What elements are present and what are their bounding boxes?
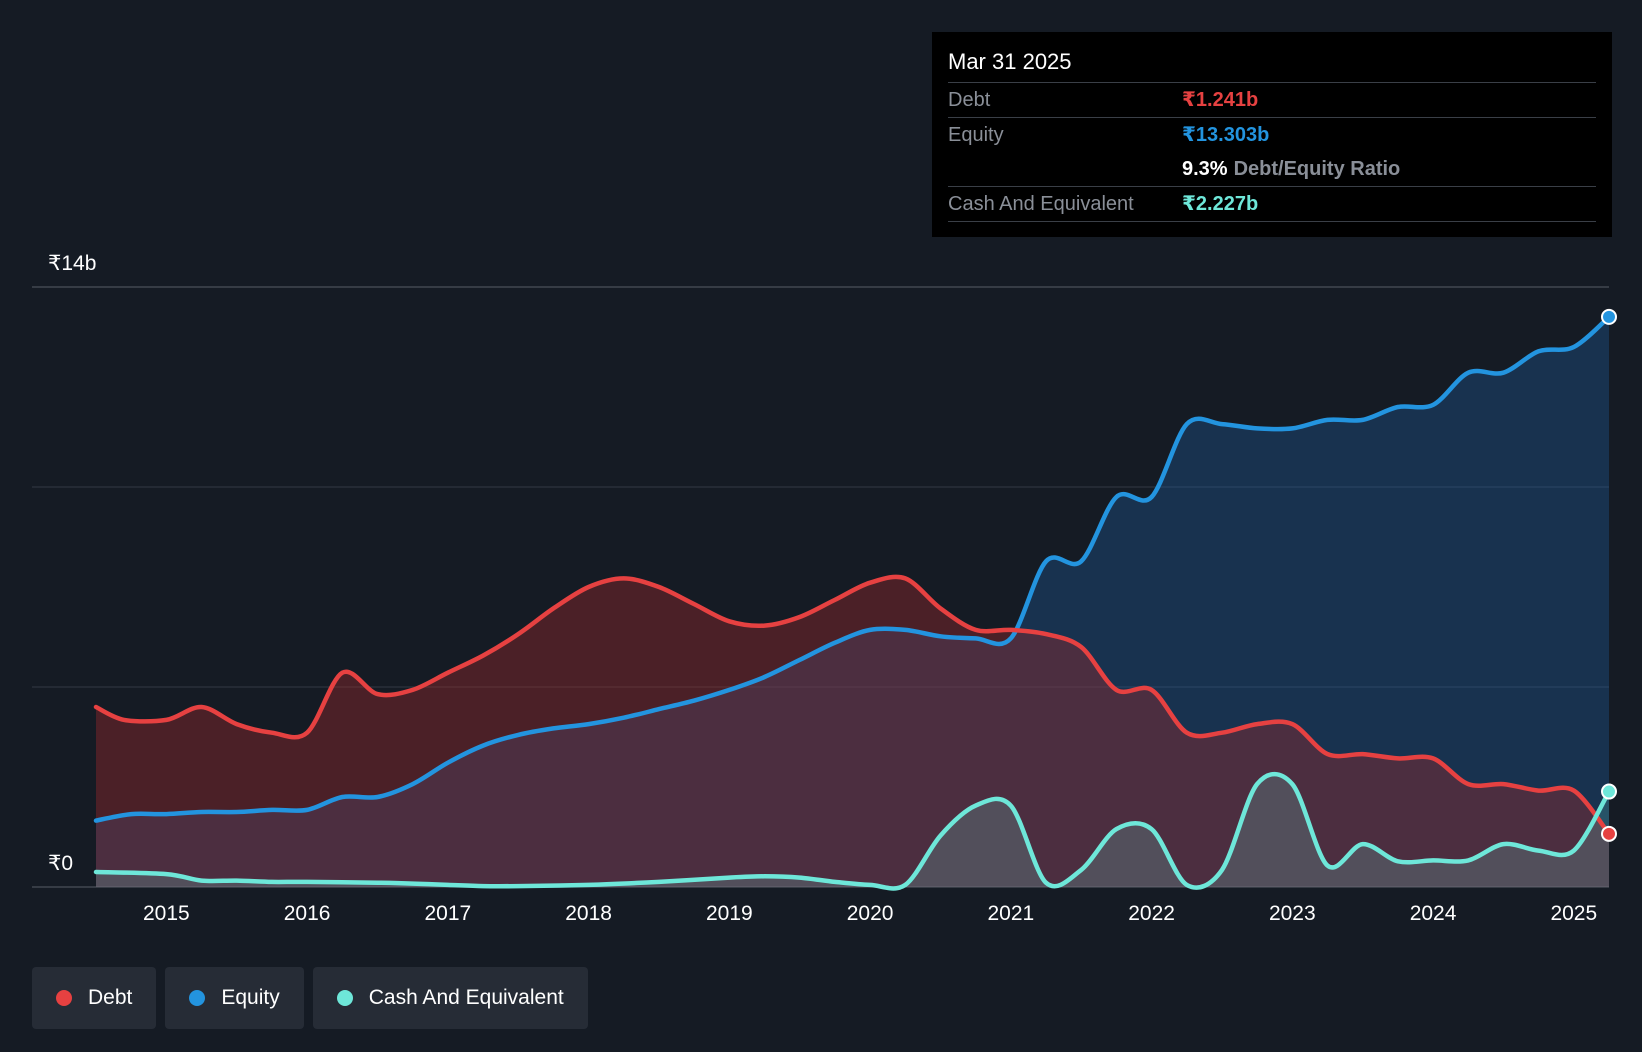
equity-line: [93, 314, 1612, 823]
x-tick-label: 2015: [143, 902, 190, 925]
tooltip-ratio-label: Debt/Equity Ratio: [1233, 158, 1401, 180]
legend-item-equity[interactable]: Equity: [165, 967, 304, 1029]
debt-dot-icon: [56, 990, 72, 1006]
cash-dot-icon: [336, 990, 353, 1006]
tooltip-ratio-row: 9.3% Debt/Equity Ratio: [948, 152, 1596, 187]
cash-area: [96, 774, 1609, 889]
x-tick-label: 2022: [1128, 902, 1175, 925]
tooltip-cash-row: Cash And Equivalent ₹2.227b: [948, 187, 1596, 222]
tooltip-debt-row: Debt ₹1.241b: [948, 83, 1596, 118]
legend-item-cash[interactable]: Cash And Equivalent: [312, 967, 588, 1029]
tooltip-equity-label: Equity: [948, 124, 1004, 146]
legend-label-cash: Cash And Equivalent: [368, 986, 564, 1009]
equity-area: [96, 316, 1609, 887]
debt-area: [96, 576, 1609, 887]
tooltip-equity-row: Equity ₹13.303b: [948, 118, 1596, 152]
y-tick-label-max: ₹14b: [48, 252, 96, 275]
x-tick-label: 2017: [425, 902, 472, 925]
legend-item-debt[interactable]: Debt: [32, 967, 157, 1029]
x-tick-label: 2018: [565, 902, 612, 925]
series-lines: [93, 314, 1612, 891]
gridlines: [32, 286, 1609, 888]
end-markers: [1601, 308, 1617, 842]
tooltip-debt-label: Debt: [948, 89, 991, 111]
x-tick-label: 2021: [987, 902, 1034, 925]
tooltip-cash-value: ₹2.227b: [1182, 193, 1259, 215]
x-tick-label: 2016: [284, 902, 331, 925]
x-tick-label: 2020: [847, 902, 894, 925]
legend-label-debt: Debt: [88, 986, 133, 1009]
x-tick-label: 2023: [1269, 902, 1316, 925]
tooltip-panel: Mar 31 2025 Debt ₹1.241b Equity ₹13.303b…: [932, 32, 1612, 237]
legend-label-equity: Equity: [221, 986, 280, 1009]
equity-end-marker: [1601, 308, 1617, 325]
legend: Debt Equity Cash And Equivalent: [32, 967, 588, 1029]
tooltip-debt-value: ₹1.241b: [1182, 89, 1259, 111]
x-tick-label: 2024: [1410, 902, 1457, 925]
x-axis: 2015 2016 2017 2018 2019 2020 2021 2022 2023 2024…: [143, 902, 1597, 925]
tooltip-date: Mar 31 2025: [948, 46, 1596, 83]
equity-dot-icon: [189, 990, 206, 1006]
debt-end-marker: [1601, 825, 1617, 842]
cash-end-marker: [1601, 783, 1617, 800]
tooltip-cash-label: Cash And Equivalent: [948, 193, 1134, 215]
x-tick-label: 2019: [706, 902, 753, 925]
series-areas: [96, 316, 1609, 889]
cash-line: [93, 771, 1612, 891]
debt-line: [93, 574, 1612, 837]
tooltip-ratio-value: 9.3%: [1182, 158, 1228, 180]
x-tick-label: 2025: [1550, 902, 1597, 925]
y-tick-label-zero: ₹0: [48, 852, 73, 875]
tooltip-equity-value: ₹13.303b: [1182, 124, 1270, 146]
tooltip-ratio-spacer: [948, 152, 1182, 186]
